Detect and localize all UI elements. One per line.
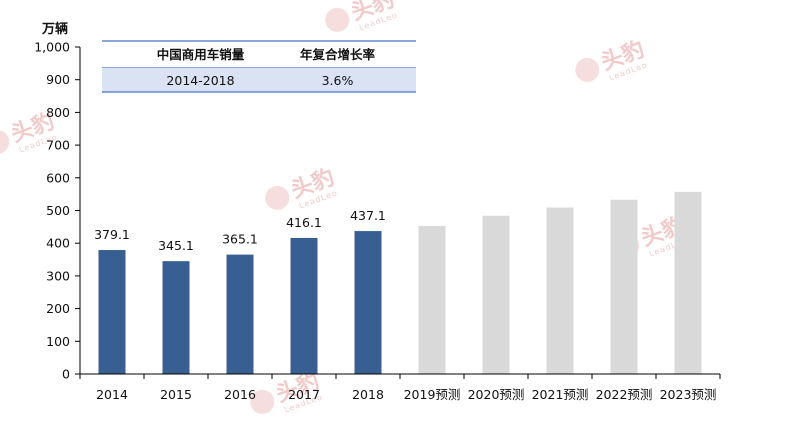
x-category-label: 2014 — [96, 387, 128, 402]
y-tick-label: 300 — [46, 268, 70, 283]
forecast-bar — [482, 215, 510, 374]
actual-bar — [98, 250, 126, 374]
x-category-label: 2018 — [352, 387, 384, 402]
watermark-emblem — [325, 7, 350, 32]
table-header-cagr: 年复合增长率 — [300, 47, 376, 62]
y-tick-label: 400 — [46, 236, 70, 251]
bar-data-label: 379.1 — [94, 227, 130, 242]
watermark-emblem — [0, 129, 10, 154]
x-category-label: 2020预测 — [468, 387, 525, 402]
actual-bar — [354, 231, 382, 374]
x-axis: 2014 2015 2016 2017 2018 2019预测 2020预测 2021预测 20… — [79, 373, 721, 402]
y-tick-label: 100 — [46, 334, 70, 349]
table-cell-period: 2014-2018 — [166, 73, 234, 88]
actual-bar — [226, 254, 254, 374]
actual-bar — [162, 261, 190, 374]
y-tick-label: 0 — [62, 367, 70, 382]
y-tick-label: 700 — [46, 138, 70, 153]
y-tick-label: 1,000 — [34, 40, 70, 55]
forecast-bar — [418, 225, 446, 374]
bar-data-label: 365.1 — [222, 232, 258, 247]
y-unit-label: 万辆 — [41, 21, 68, 37]
y-tick-label: 500 — [46, 203, 70, 218]
watermark-emblem — [250, 389, 275, 414]
table-row-background — [102, 68, 416, 92]
bar-data-label: 416.1 — [286, 215, 322, 230]
actual-bar — [290, 237, 318, 374]
watermark-emblem — [575, 57, 600, 82]
x-category-label: 2019预测 — [404, 387, 461, 402]
summary-table: 中国商用车销量 年复合增长率 2014-2018 3.6% — [102, 40, 416, 93]
bar-data-label: 437.1 — [350, 208, 386, 223]
forecast-bar — [546, 207, 574, 374]
bars: 379.1 345.1 365.1 416.1 437.1 — [94, 191, 702, 374]
x-category-label: 2017 — [288, 387, 320, 402]
y-tick-label: 900 — [46, 72, 70, 87]
y-tick-label: 200 — [46, 301, 70, 316]
table-cell-cagr: 3.6% — [322, 73, 354, 88]
table-header-sales: 中国商用车销量 — [157, 47, 245, 62]
watermark-emblem — [265, 185, 290, 210]
y-tick-label: 600 — [46, 170, 70, 185]
y-axis: 0 100 200 300 400 500 600 700 800 900 1,000 — [34, 40, 81, 382]
x-category-label: 2015 — [160, 387, 192, 402]
bar-data-label: 345.1 — [158, 238, 194, 253]
x-category-label: 2021预测 — [532, 387, 589, 402]
forecast-bar — [610, 199, 638, 374]
x-category-label: 2022预测 — [596, 387, 653, 402]
forecast-bar — [674, 191, 702, 374]
x-category-label: 2023预测 — [660, 387, 717, 402]
y-tick-label: 800 — [46, 105, 70, 120]
x-category-label: 2016 — [224, 387, 256, 402]
